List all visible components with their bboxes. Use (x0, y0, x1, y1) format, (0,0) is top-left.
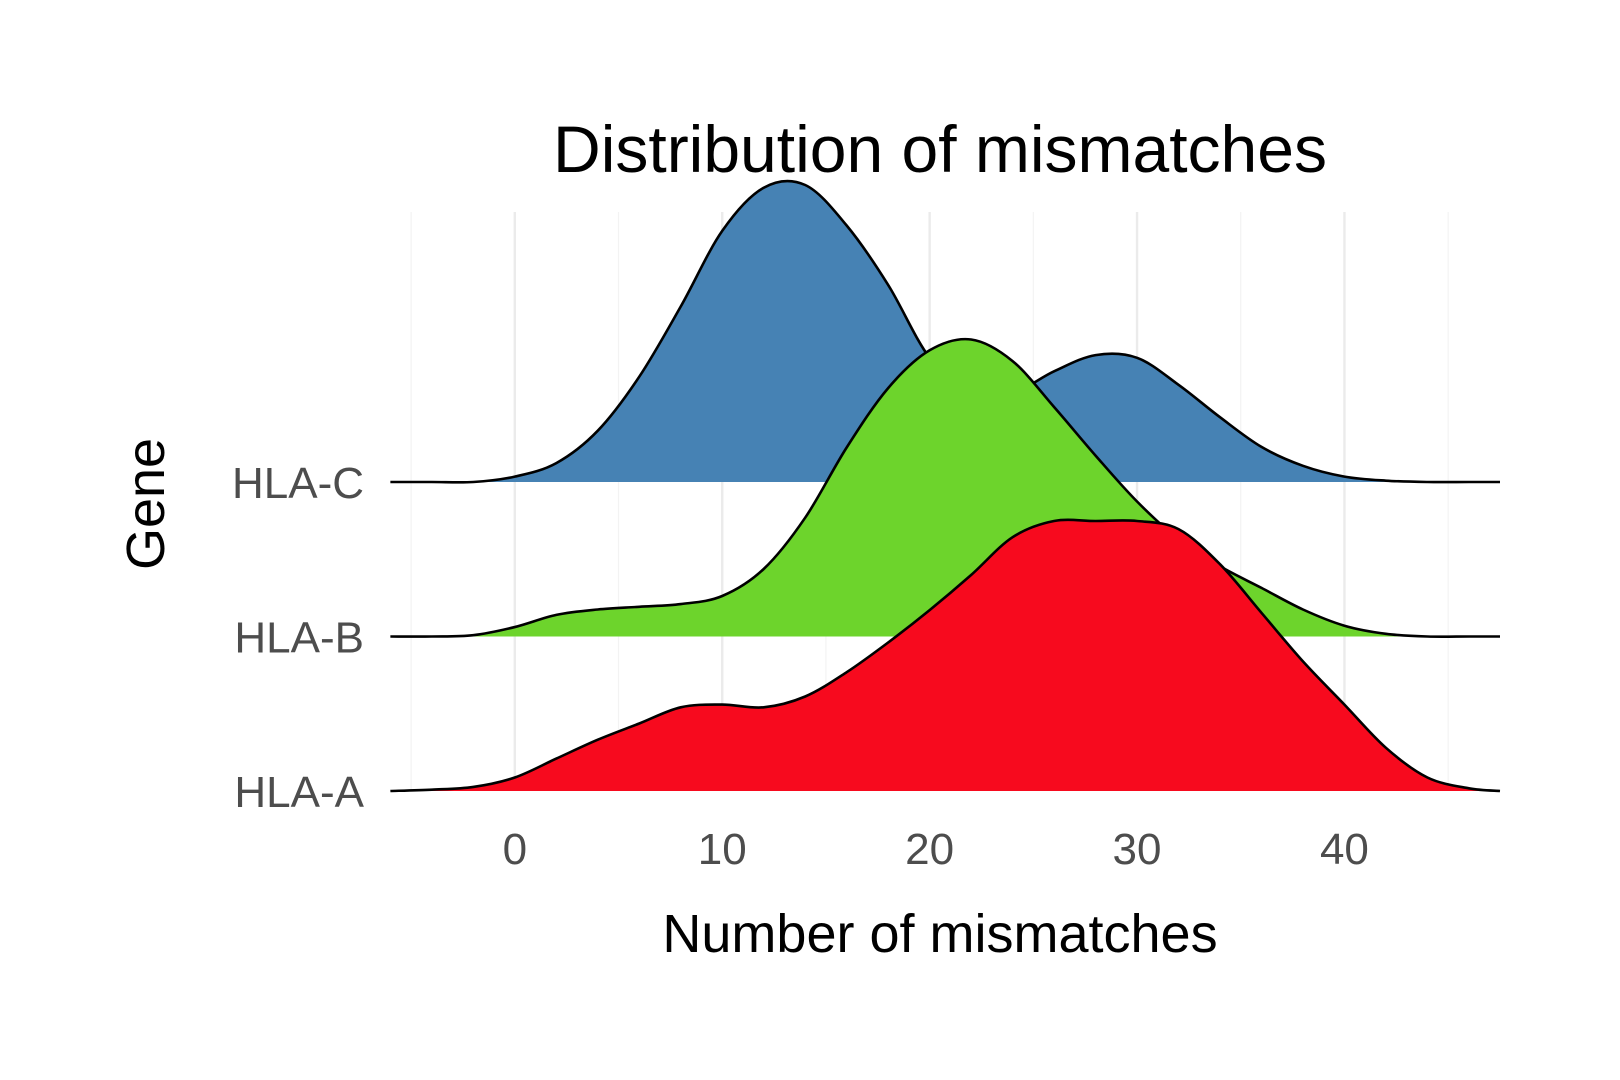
x-tick-label: 30 (1113, 825, 1162, 874)
x-tick-label: 0 (503, 825, 527, 874)
y-tick-label-hla-c: HLA-C (232, 459, 364, 508)
ridge-outline-hla-b (390, 337, 1500, 638)
y-tick-label-hla-a: HLA-A (234, 768, 364, 817)
ridge-hla-b (390, 337, 1500, 638)
ridge-area-hla-b (390, 339, 1500, 637)
x-tick-label: 10 (698, 825, 747, 874)
ridge-area-hla-a (390, 519, 1500, 791)
ridge-hla-a (390, 518, 1501, 793)
chart-title: Distribution of mismatches (553, 112, 1327, 186)
x-tick-label: 40 (1320, 825, 1369, 874)
y-axis-title: Gene (116, 438, 176, 570)
y-tick-label-hla-b: HLA-B (234, 614, 364, 663)
ridge-outline-hla-a (390, 518, 1501, 793)
ridge-area-hla-c (390, 181, 1500, 483)
ridges (390, 179, 1501, 793)
y-tick-labels: HLA-A HLA-B HLA-C (232, 459, 365, 817)
x-axis-title: Number of mismatches (662, 904, 1217, 964)
x-tick-label: 20 (905, 825, 954, 874)
x-tick-labels: 0 10 20 30 40 (503, 825, 1369, 874)
